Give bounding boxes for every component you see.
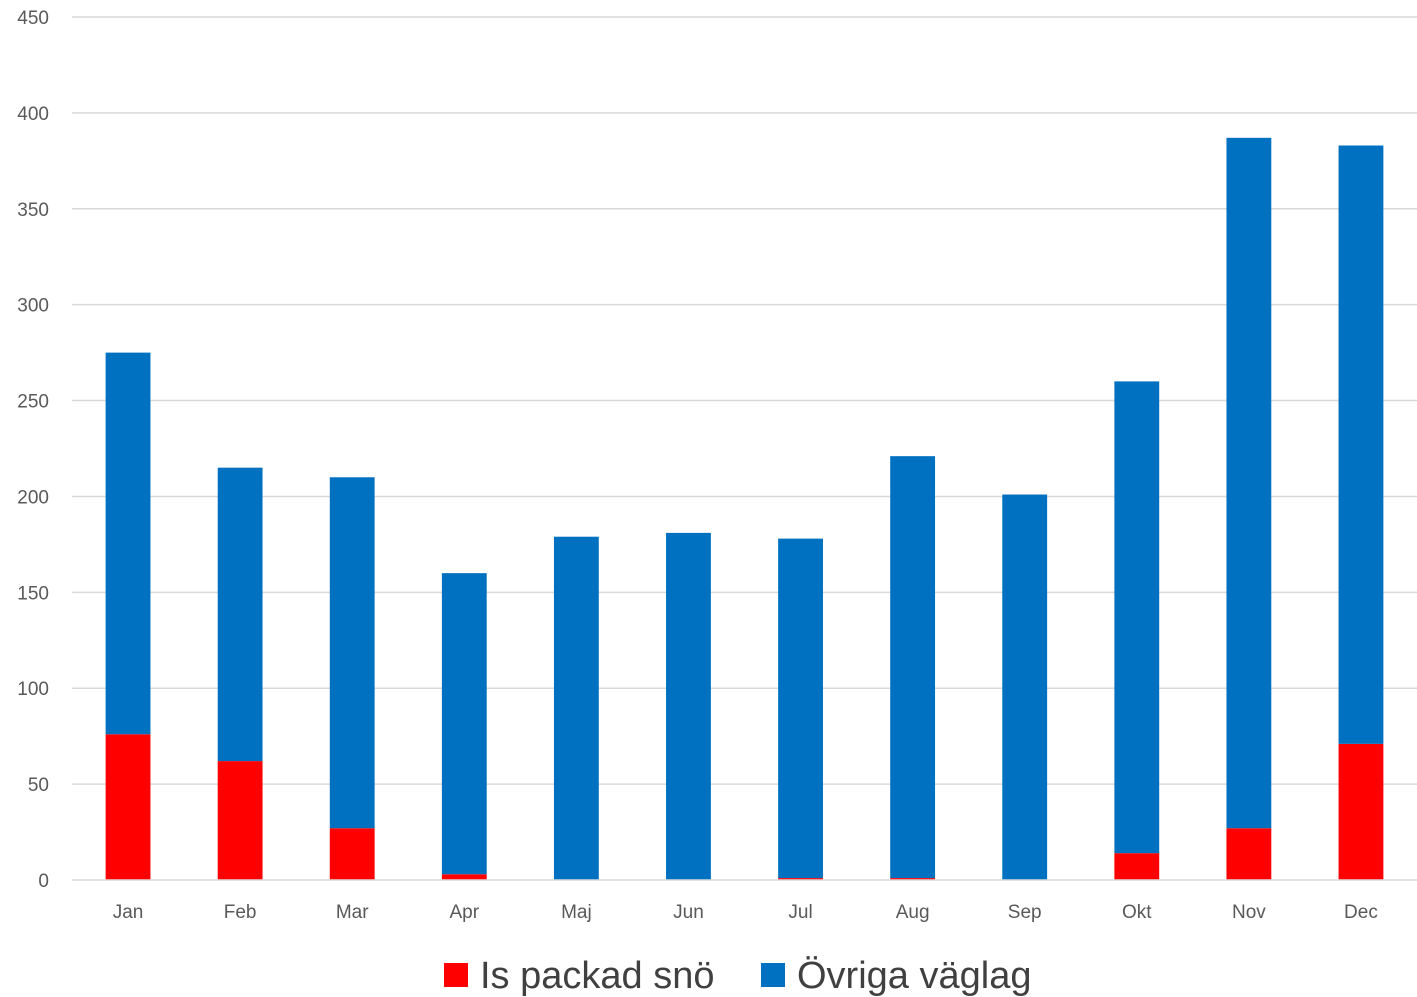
bar-is-packad-sno-apr — [441, 874, 487, 880]
y-tick-label: 0 — [38, 871, 49, 892]
bars — [105, 137, 1384, 880]
y-tick-label: 300 — [17, 296, 49, 317]
x-tick-label: Apr — [450, 902, 480, 923]
bar-ovriga-vaglag-maj — [553, 536, 599, 880]
y-tick-label: 50 — [28, 775, 49, 796]
bar-ovriga-vaglag-nov — [1226, 137, 1272, 829]
x-tick-label: Nov — [1232, 902, 1266, 923]
legend: Is packad snö Övriga väglag — [444, 955, 1031, 997]
y-tick-label: 150 — [17, 583, 49, 604]
bar-is-packad-sno-aug — [890, 878, 936, 880]
y-tick-label: 400 — [17, 104, 49, 125]
bar-is-packad-sno-jul — [778, 878, 823, 880]
bar-is-packad-sno-okt — [1114, 853, 1160, 880]
y-axis-tick-labels: 0 50 100 150 200 250 300 350 400 450 — [17, 8, 49, 892]
y-tick-label: 450 — [17, 8, 49, 29]
x-tick-label: Dec — [1344, 902, 1378, 923]
bar-is-packad-sno-feb — [217, 761, 263, 880]
bar-ovriga-vaglag-dec — [1338, 145, 1384, 744]
x-axis-tick-labels: Jan Feb Mar Apr Maj Jun Jul Aug Sep Okt Nov Dec — [113, 902, 1378, 923]
x-tick-label: Feb — [224, 902, 257, 923]
bar-ovriga-vaglag-apr — [441, 573, 487, 875]
y-tick-label: 100 — [17, 679, 49, 700]
bar-ovriga-vaglag-feb — [217, 467, 263, 762]
x-tick-label: Jan — [113, 902, 144, 923]
x-tick-label: Jul — [788, 902, 812, 923]
y-tick-label: 350 — [17, 200, 49, 221]
bar-ovriga-vaglag-mar — [329, 477, 375, 829]
bar-ovriga-vaglag-okt — [1114, 381, 1160, 854]
bar-ovriga-vaglag-jul — [778, 538, 823, 879]
x-tick-label: Sep — [1008, 902, 1042, 923]
x-tick-label: Aug — [896, 902, 930, 923]
legend-swatch — [761, 963, 785, 987]
bar-ovriga-vaglag-sep — [1002, 494, 1048, 880]
gridlines — [72, 16, 1417, 785]
x-tick-label: Okt — [1122, 902, 1152, 923]
x-tick-label: Maj — [561, 902, 592, 923]
legend-label: Övriga väglag — [797, 955, 1031, 997]
bar-is-packad-sno-dec — [1338, 743, 1384, 880]
bar-ovriga-vaglag-jun — [666, 532, 711, 880]
bar-ovriga-vaglag-jan — [105, 352, 151, 735]
bar-is-packad-sno-nov — [1226, 828, 1272, 880]
bar-ovriga-vaglag-aug — [890, 456, 936, 879]
bar-is-packad-sno-jan — [105, 734, 151, 880]
x-tick-label: Mar — [336, 902, 369, 923]
x-tick-label: Jun — [673, 902, 704, 923]
legend-label: Is packad snö — [480, 955, 714, 997]
y-tick-label: 200 — [17, 487, 49, 508]
y-tick-label: 250 — [17, 392, 49, 413]
bar-is-packad-sno-mar — [329, 828, 375, 880]
legend-swatch — [444, 963, 468, 987]
